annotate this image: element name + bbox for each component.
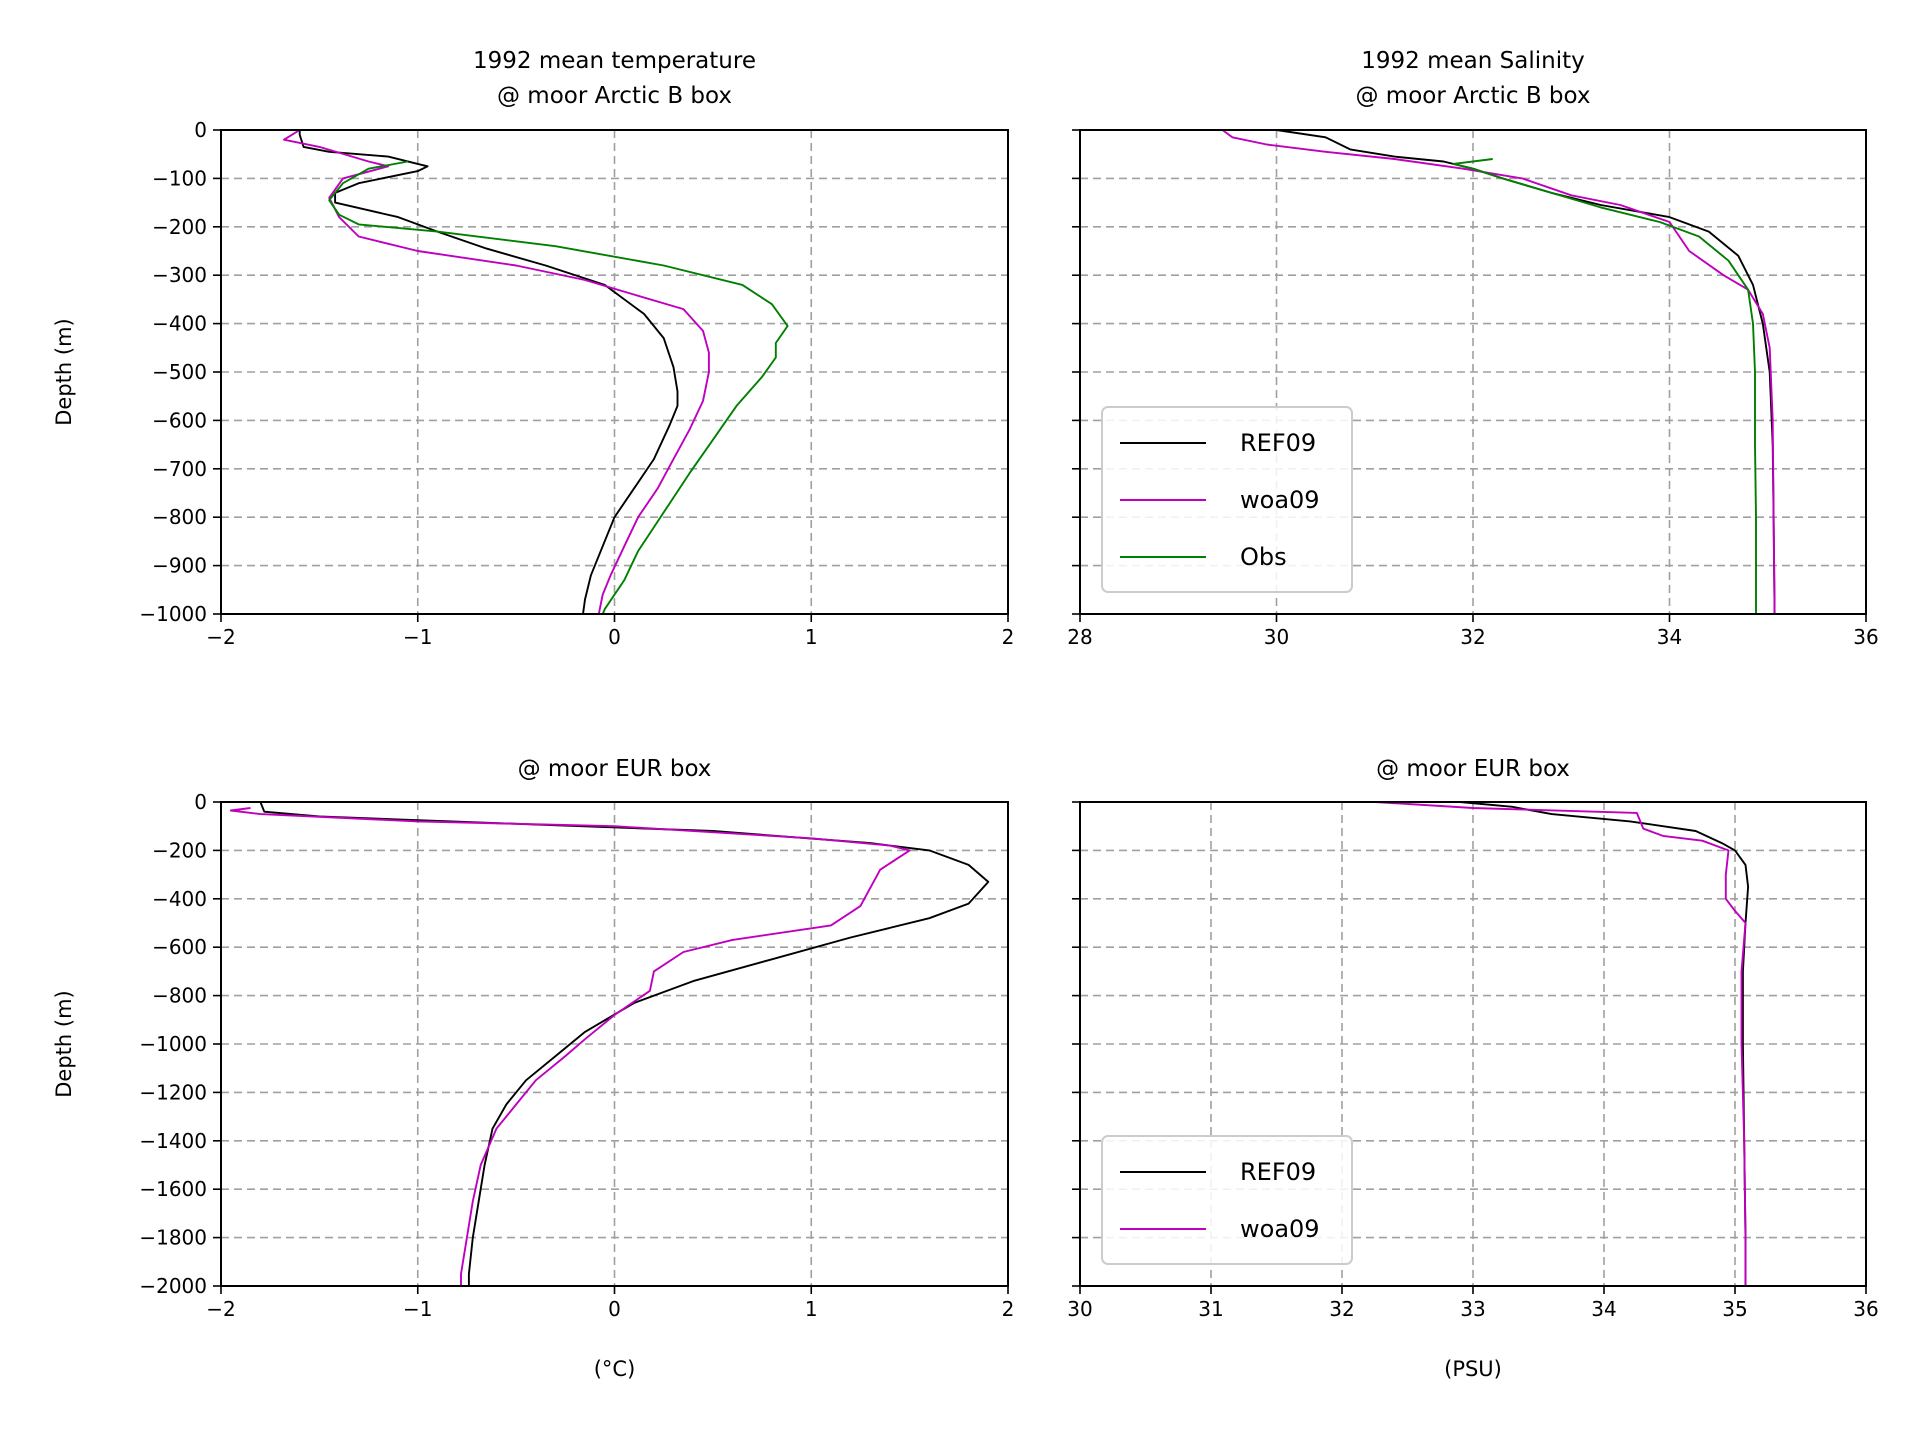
chart-title-line: 1992 mean Salinity [1361,48,1584,74]
y-tick-label: −600 [152,408,207,432]
series-line-obs [328,160,789,615]
legend-label-ref09: REF09 [1240,429,1316,457]
y-tick-label: −500 [152,360,207,384]
x-tick-label: 31 [1198,1297,1223,1321]
y-tick-label: −2000 [139,1274,207,1298]
legend-label-obs: Obs [1240,543,1287,571]
x-tick-label: 32 [1460,625,1485,649]
x-tick-label: −1 [403,625,432,649]
y-tick-label: −700 [152,457,207,481]
chart-title-line: @ moor Arctic B box [497,83,732,109]
x-tick-label: 2 [1002,625,1015,649]
panel-salinity-eur: 30 31 32 33 34 35 36 @ moor EUR box (PSU) REF09 wo… [1067,756,1878,1381]
y-axis-label: Depth (m) [52,318,76,425]
series-line-ref09 [298,130,679,615]
x-tick-label: 2 [1002,1297,1015,1321]
legend: REF09 woa09 Obs [1101,406,1353,593]
y-tick-label: −900 [152,554,207,578]
series-line-woa09 [229,807,911,1286]
chart-title: @ moor EUR box [1376,756,1570,782]
y-tick-label: −1000 [139,602,207,626]
y-tick-label: −800 [152,984,207,1008]
y-tick-label: 0 [194,118,207,142]
legend-label-ref09: REF09 [1240,1158,1316,1186]
series-line-woa09 [283,129,710,615]
x-tick-label: 1 [805,1297,818,1321]
series-line-woa09 [1221,129,1776,615]
x-tick-label: 35 [1722,1297,1747,1321]
y-tick-label: −100 [152,166,207,190]
panel-temperature-eur: −2 −1 0 1 2 0 −200 −400 −600 −800 −1000 −1200 −1400 −… [52,756,1014,1381]
legend-label-woa09: woa09 [1240,486,1320,514]
x-tick-label: 36 [1853,1297,1878,1321]
panel-temperature-arctic-b: −2 −1 0 1 2 0 −100 −200 −300 −400 −500 −600 −700 −800… [52,48,1014,649]
y-tick-label: −200 [152,215,207,239]
x-tick-label: 33 [1460,1297,1485,1321]
panel-salinity-arctic-b: 28 30 32 34 36 1992 mean Salinity @ moor Arcti… [1067,48,1878,649]
x-axis-label: (PSU) [1444,1357,1502,1381]
x-tick-label: 36 [1853,625,1878,649]
series-line-ref09 [259,801,990,1286]
x-tick-label: 34 [1591,1297,1616,1321]
y-tick-label: −1800 [139,1226,207,1250]
chart-title-line: @ moor Arctic B box [1356,83,1591,109]
x-tick-label: −2 [206,625,235,649]
x-tick-label: 30 [1264,625,1289,649]
x-tick-label: −1 [403,1297,432,1321]
series-line-woa09 [1374,801,1747,1286]
y-axis-label: Depth (m) [52,990,76,1097]
y-tick-label: −1600 [139,1177,207,1201]
legend-label-woa09: woa09 [1240,1215,1320,1243]
x-tick-label: 0 [608,1297,621,1321]
x-axis-label: (°C) [594,1357,636,1381]
x-tick-label: 32 [1329,1297,1354,1321]
y-tick-label: −400 [152,312,207,336]
y-tick-label: −600 [152,935,207,959]
x-tick-label: 30 [1067,1297,1092,1321]
y-tick-label: −300 [152,263,207,287]
y-tick-label: 0 [194,790,207,814]
y-tick-label: −400 [152,887,207,911]
y-tick-label: −200 [152,838,207,862]
y-tick-label: −1200 [139,1080,207,1104]
x-tick-label: 34 [1657,625,1682,649]
series-line-obs [1452,158,1757,614]
x-tick-label: 0 [608,625,621,649]
legend-box [1101,1135,1353,1265]
legend: REF09 woa09 [1101,1135,1353,1265]
y-tick-label: −1000 [139,1032,207,1056]
x-tick-label: 28 [1067,625,1092,649]
y-tick-label: −800 [152,505,207,529]
chart-title-line: 1992 mean temperature [473,48,756,74]
chart-title: @ moor EUR box [518,756,712,782]
y-tick-label: −1400 [139,1129,207,1153]
x-tick-label: −2 [206,1297,235,1321]
legend-box [1101,406,1353,593]
x-tick-label: 1 [805,625,818,649]
